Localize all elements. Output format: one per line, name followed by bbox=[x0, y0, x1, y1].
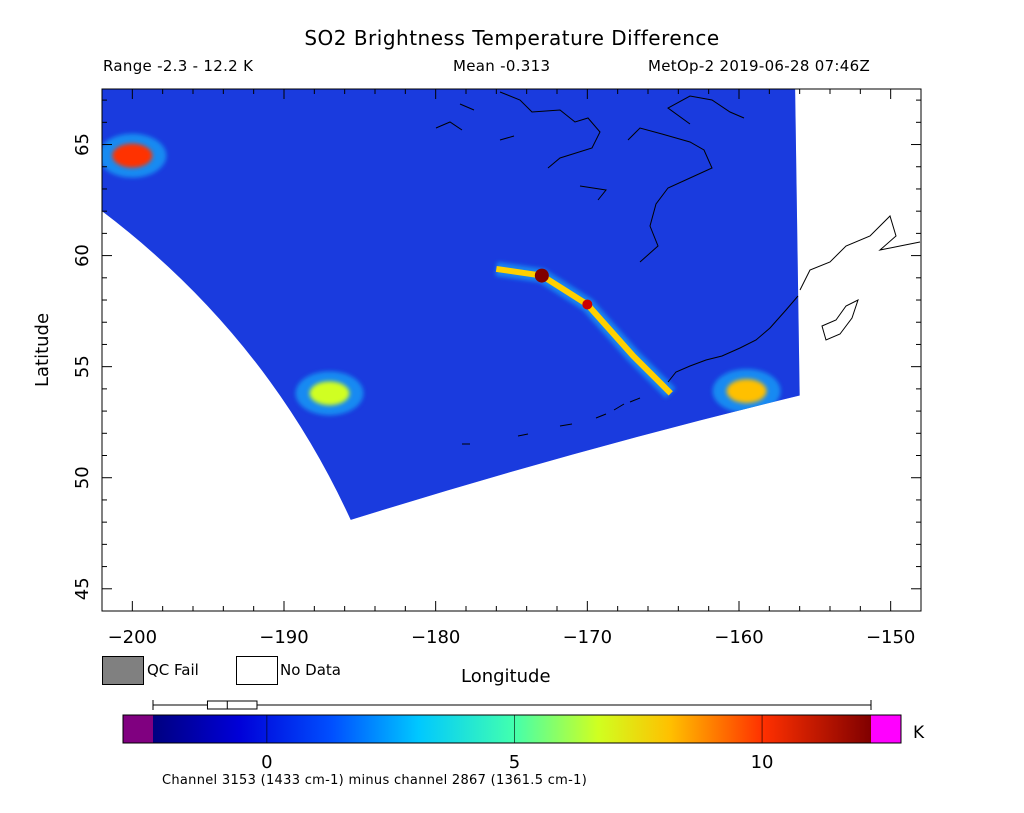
colorbar-tick-label: 5 bbox=[509, 752, 520, 773]
data-swath bbox=[102, 89, 800, 520]
field-shading bbox=[102, 89, 800, 520]
hotspot bbox=[112, 143, 153, 168]
y-axis-label: Latitude bbox=[32, 313, 53, 387]
data-features bbox=[102, 89, 800, 520]
y-tick-label: 65 bbox=[72, 133, 93, 156]
satellite-timestamp: MetOp-2 2019-06-28 07:46Z bbox=[648, 57, 871, 75]
x-axis: −200 −190 −180 −170 −160 −150 bbox=[101, 89, 922, 648]
chart-title: SO2 Brightness Temperature Difference bbox=[304, 26, 720, 50]
mean-text: Mean -0.313 bbox=[453, 57, 551, 75]
hotspot bbox=[309, 381, 350, 406]
colorbar-tick-label: 10 bbox=[751, 752, 774, 773]
qc-fail-label: QC Fail bbox=[147, 661, 199, 679]
plume-secondary bbox=[582, 299, 593, 310]
coastline-aleutians bbox=[462, 397, 641, 445]
coastline-small-islands bbox=[435, 103, 515, 141]
x-tick-label: −200 bbox=[108, 627, 157, 648]
x-tick-label: −150 bbox=[866, 627, 915, 648]
x-tick-label: −170 bbox=[563, 627, 612, 648]
x-axis-label: Longitude bbox=[461, 666, 551, 687]
x-tick-label: −190 bbox=[259, 627, 308, 648]
range-text: Range -2.3 - 12.2 K bbox=[103, 57, 254, 75]
y-tick-label: 50 bbox=[72, 466, 93, 489]
colorbar-under bbox=[123, 715, 153, 743]
boxplot-box bbox=[206, 700, 258, 710]
x-tick-label: −160 bbox=[714, 627, 763, 648]
distribution-boxplot bbox=[152, 700, 872, 710]
x-tick-label: −180 bbox=[411, 627, 460, 648]
colorbar-footnote: Channel 3153 (1433 cm-1) minus channel 2… bbox=[162, 773, 588, 788]
coastline-alaska bbox=[499, 91, 745, 263]
colorbar-gradient bbox=[153, 715, 871, 743]
colorbar-over bbox=[871, 715, 901, 743]
qc-fail-swatch bbox=[102, 656, 144, 685]
no-data-swatch bbox=[236, 656, 278, 685]
colorbar-frame bbox=[122, 714, 902, 744]
y-tick-label: 55 bbox=[72, 355, 93, 378]
plume-peak bbox=[534, 268, 549, 283]
colorbar: 0 5 10 K bbox=[122, 700, 925, 773]
no-data-label: No Data bbox=[280, 661, 341, 679]
y-tick-label: 60 bbox=[72, 244, 93, 267]
y-axis: 45 50 55 60 65 bbox=[72, 99, 921, 612]
coastline-peninsula bbox=[667, 215, 921, 383]
colorbar-tick-label: 0 bbox=[261, 752, 272, 773]
plot-frame bbox=[101, 88, 922, 612]
coastlines bbox=[435, 91, 921, 445]
hotspot bbox=[726, 379, 767, 404]
colorbar-unit: K bbox=[913, 723, 925, 743]
y-tick-label: 45 bbox=[72, 577, 93, 600]
coastline-kodiak bbox=[821, 299, 859, 341]
